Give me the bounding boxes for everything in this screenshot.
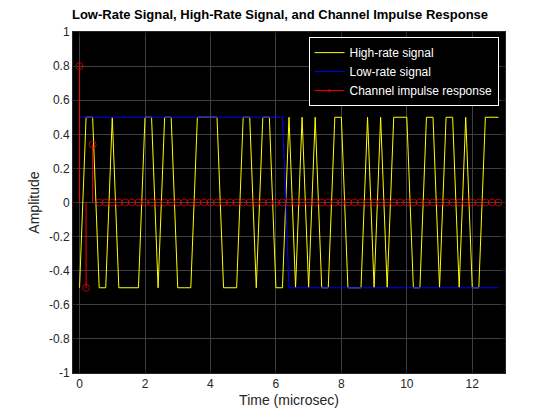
svg-text:0.8: 0.8: [53, 59, 70, 73]
svg-text:-0.2: -0.2: [49, 230, 70, 244]
svg-text:Time (microsec): Time (microsec): [239, 392, 339, 408]
svg-text:Channel impulse response: Channel impulse response: [350, 84, 492, 98]
svg-text:8: 8: [338, 377, 345, 391]
svg-text:Low-rate signal: Low-rate signal: [350, 65, 431, 79]
svg-text:0.2: 0.2: [53, 162, 70, 176]
svg-text:12: 12: [466, 377, 480, 391]
svg-text:-1: -1: [59, 366, 70, 380]
svg-text:-0.8: -0.8: [49, 332, 70, 346]
svg-text:-0.4: -0.4: [49, 264, 70, 278]
svg-text:0: 0: [76, 377, 83, 391]
svg-text:0: 0: [63, 196, 70, 210]
svg-text:High-rate signal: High-rate signal: [350, 46, 434, 60]
svg-text:0.6: 0.6: [53, 93, 70, 107]
svg-text:0.4: 0.4: [53, 128, 70, 142]
svg-text:Amplitude: Amplitude: [26, 171, 42, 233]
svg-text:4: 4: [207, 377, 214, 391]
svg-text:Low-Rate Signal, High-Rate Sig: Low-Rate Signal, High-Rate Signal, and C…: [72, 7, 488, 22]
svg-text:-0.6: -0.6: [49, 298, 70, 312]
svg-text:10: 10: [400, 377, 414, 391]
svg-text:2: 2: [142, 377, 149, 391]
svg-text:6: 6: [273, 377, 280, 391]
svg-text:1: 1: [63, 25, 70, 39]
